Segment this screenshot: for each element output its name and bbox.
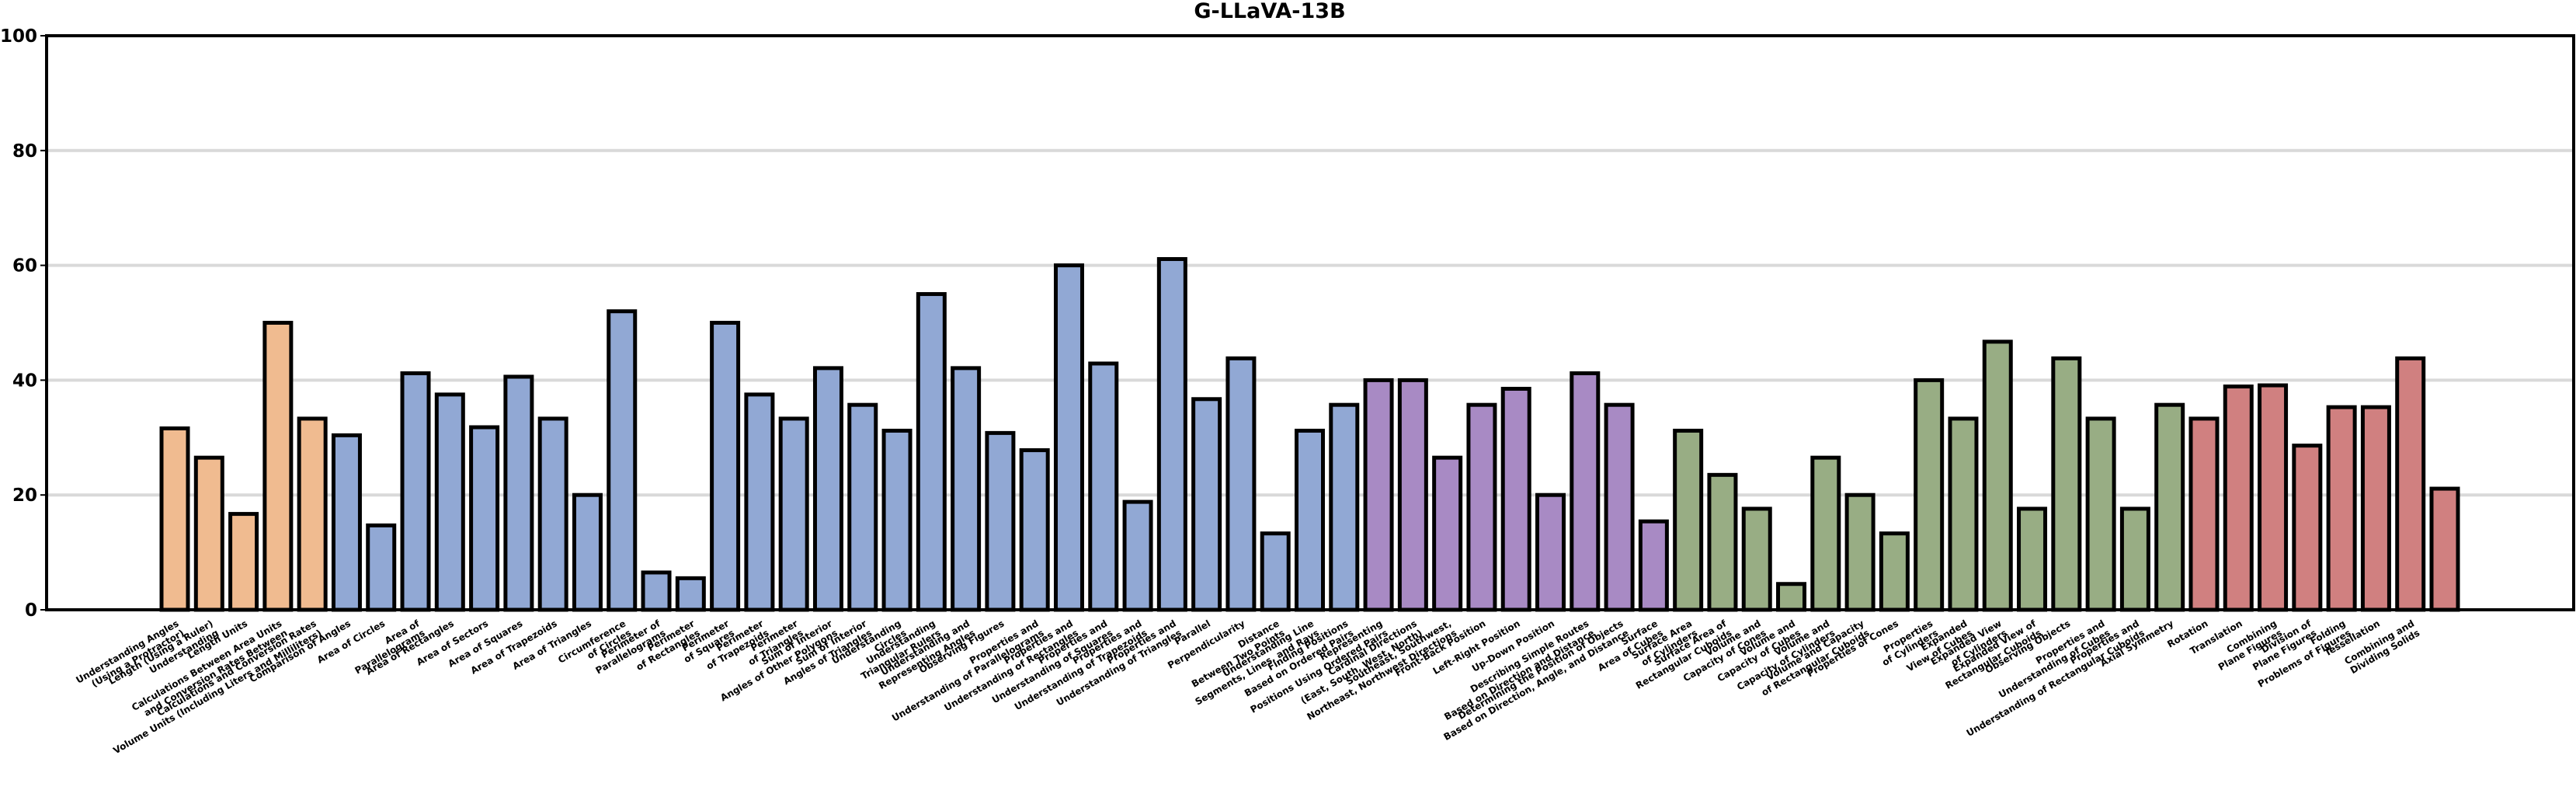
y-tick-labels: 0 20 40 60 80 100 <box>0 26 37 621</box>
bar <box>1466 402 1497 612</box>
bars <box>159 256 2460 612</box>
y-tick-label: 0 <box>25 600 37 621</box>
bar <box>2360 405 2391 612</box>
bar <box>537 416 568 612</box>
bar <box>1295 428 1325 612</box>
bar <box>2326 405 2357 612</box>
bar <box>2188 416 2220 612</box>
y-tick-label: 20 <box>12 486 37 506</box>
y-tick-label: 40 <box>12 371 37 391</box>
bar <box>1604 402 1635 612</box>
axes <box>40 34 2575 611</box>
bar <box>297 416 328 612</box>
bar <box>1879 531 1910 612</box>
bar <box>675 576 706 612</box>
y-tick-label: 60 <box>12 256 37 277</box>
bar <box>1053 263 1084 612</box>
bar <box>1673 428 1704 612</box>
bar <box>1707 472 1738 612</box>
bar <box>1982 339 2013 612</box>
bar <box>1122 499 1153 612</box>
bar <box>1948 416 1979 612</box>
bar <box>1432 455 1463 612</box>
bar <box>1363 378 1394 612</box>
bar <box>1638 519 1669 612</box>
bar <box>1844 492 1876 612</box>
bar <box>1397 378 1428 612</box>
bar <box>1329 402 1360 612</box>
bar <box>469 425 500 612</box>
bar <box>847 402 878 612</box>
bar <box>710 321 741 612</box>
bar <box>2258 383 2289 612</box>
bar <box>1810 455 1841 612</box>
x-tick-label: Combining andDividing Solids <box>2342 618 2421 676</box>
bar <box>2223 385 2254 612</box>
bar <box>916 292 947 612</box>
bar <box>1191 397 1222 612</box>
bar <box>2051 356 2082 612</box>
bar <box>985 430 1016 612</box>
bar <box>641 570 672 612</box>
bar <box>2292 444 2323 612</box>
bar <box>1535 492 1566 612</box>
bar <box>503 374 534 612</box>
bar <box>1500 386 1531 612</box>
bar <box>1914 378 1945 612</box>
bar <box>2154 402 2185 612</box>
bar <box>1156 256 1187 612</box>
y-tick-label: 80 <box>12 141 37 162</box>
bar <box>1225 356 1257 612</box>
bar <box>159 426 190 612</box>
bar <box>951 366 982 612</box>
bar <box>881 428 913 612</box>
bar <box>572 492 603 612</box>
bar <box>778 416 809 612</box>
plot-frame <box>45 34 2575 611</box>
bar <box>228 512 259 612</box>
bar <box>2429 486 2460 612</box>
bar <box>1260 531 1291 612</box>
bar <box>331 433 362 612</box>
bar <box>1776 582 1807 612</box>
bar <box>400 371 431 612</box>
bar <box>2017 506 2048 612</box>
bar <box>1741 506 1772 612</box>
bar <box>1570 371 1601 612</box>
bar <box>607 309 638 612</box>
bar <box>2085 416 2116 612</box>
x-tick-labels: Understanding Angles(Using a Protractor)… <box>74 618 2421 756</box>
bar <box>812 366 843 612</box>
bar <box>1088 361 1119 612</box>
y-tick-label: 100 <box>0 26 37 47</box>
bar <box>1019 448 1050 612</box>
bar <box>434 392 465 612</box>
bar <box>366 523 397 612</box>
bar <box>2119 506 2150 612</box>
bar <box>2395 356 2426 612</box>
bar <box>744 392 775 612</box>
chart-title: G-LLaVA-13B <box>1194 0 1345 23</box>
bar <box>193 455 224 612</box>
bar <box>262 321 294 612</box>
